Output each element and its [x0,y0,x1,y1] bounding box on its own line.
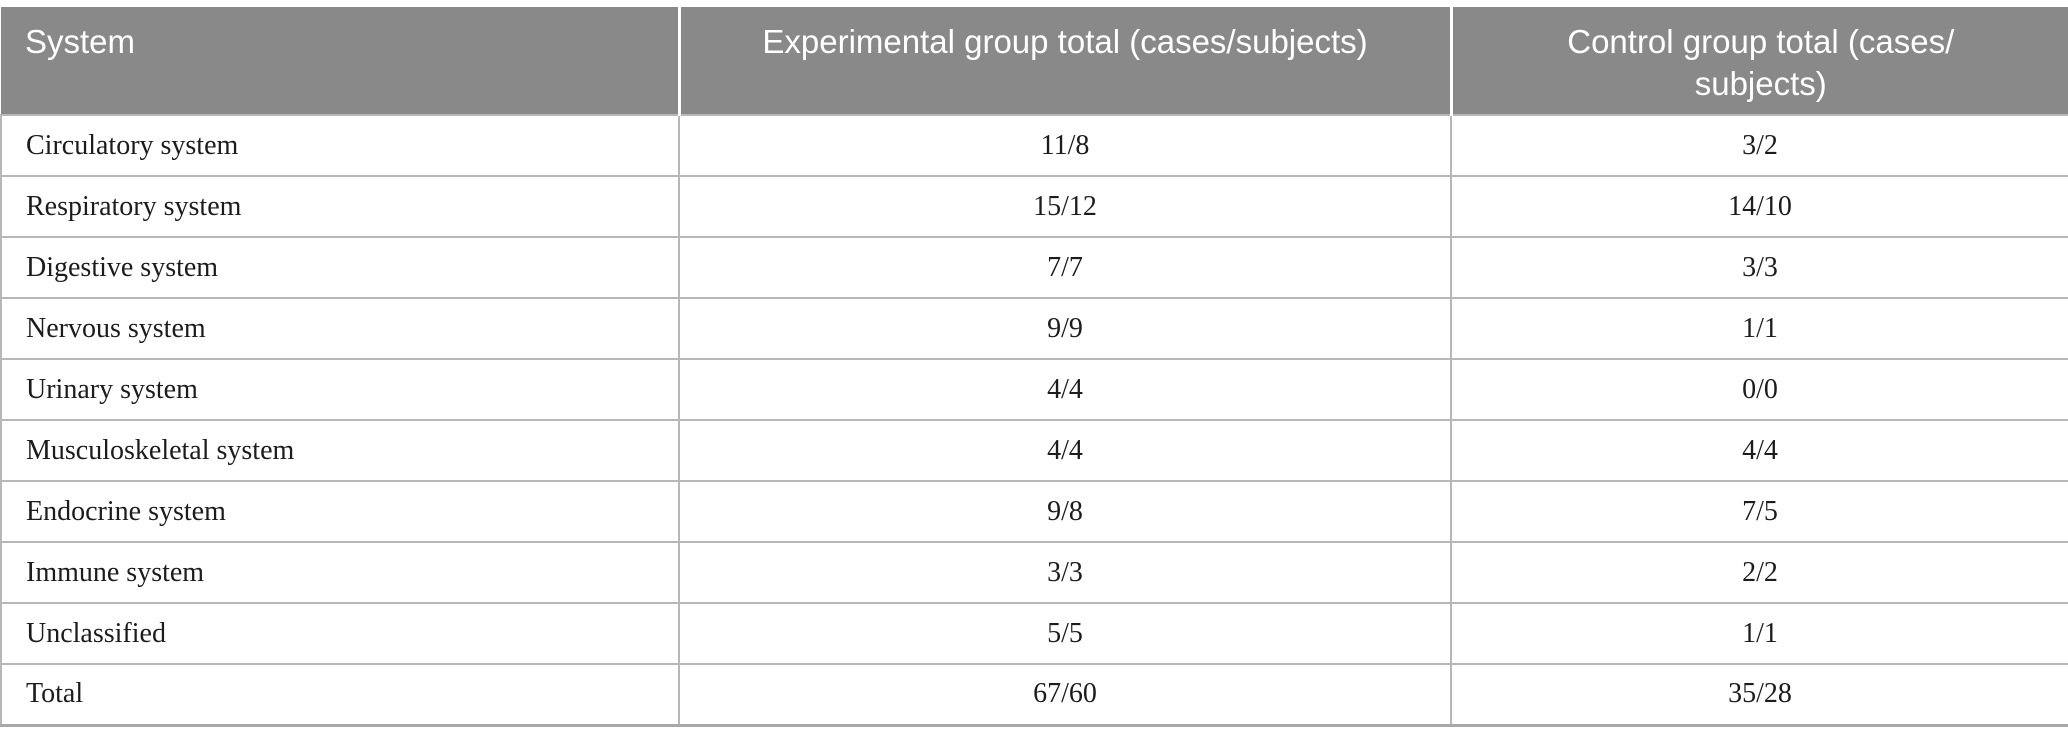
experimental-group-cell: 67/60 [678,664,1451,727]
table-body: Circulatory system 11/8 3/2 Respiratory sys… [0,115,2068,727]
control-group-cell: 0/0 [1450,359,2068,421]
table-row: Nervous system 9/9 1/1 [0,298,2068,360]
experimental-group-cell: 3/3 [678,542,1451,604]
control-group-cell: 3/2 [1450,115,2068,177]
control-group-cell: 4/4 [1450,420,2068,482]
table-row: Digestive system 7/7 3/3 [0,237,2068,299]
experimental-group-cell: 5/5 [678,603,1451,665]
control-group-cell: 3/3 [1450,237,2068,299]
column-header-system: System [1,7,679,116]
control-group-cell: 14/10 [1450,176,2068,238]
system-cell: Nervous system [0,298,679,360]
system-cell: Respiratory system [0,176,679,238]
table-row: Circulatory system 11/8 3/2 [0,115,2068,177]
system-cell: Digestive system [0,237,679,299]
table-row: Endocrine system 9/8 7/5 [0,481,2068,543]
column-header-control-group: Control group total (cases/ subjects) [1449,7,2068,116]
control-group-cell: 35/28 [1450,664,2068,727]
table-row: Respiratory system 15/12 14/10 [0,176,2068,238]
experimental-group-cell: 7/7 [678,237,1451,299]
table-row: Urinary system 4/4 0/0 [0,359,2068,421]
system-cell: Unclassified [0,603,679,665]
control-group-cell: 7/5 [1450,481,2068,543]
table-row: Unclassified 5/5 1/1 [0,603,2068,665]
table-header-row: System Experimental group total (cases/s… [1,7,2068,116]
control-group-cell: 1/1 [1450,603,2068,665]
experimental-group-cell: 4/4 [678,359,1451,421]
column-header-experimental-group: Experimental group total (cases/subjects… [677,7,1451,116]
experimental-group-cell: 15/12 [678,176,1451,238]
control-group-cell: 2/2 [1450,542,2068,604]
system-cell: Musculoskeletal system [0,420,679,482]
experimental-group-cell: 4/4 [678,420,1451,482]
experimental-group-cell: 9/9 [678,298,1451,360]
system-cell: Total [0,664,679,727]
experimental-group-cell: 9/8 [678,481,1451,543]
results-table: System Experimental group total (cases/s… [0,7,2068,727]
experimental-group-cell: 11/8 [678,115,1451,177]
table-row: Immune system 3/3 2/2 [0,542,2068,604]
table-row: Total 67/60 35/28 [0,664,2068,727]
system-cell: Urinary system [0,359,679,421]
table-row: Musculoskeletal system 4/4 4/4 [0,420,2068,482]
system-cell: Immune system [0,542,679,604]
control-group-cell: 1/1 [1450,298,2068,360]
system-cell: Endocrine system [0,481,679,543]
table-wrapper: System Experimental group total (cases/s… [0,7,2068,727]
system-cell: Circulatory system [0,115,679,177]
